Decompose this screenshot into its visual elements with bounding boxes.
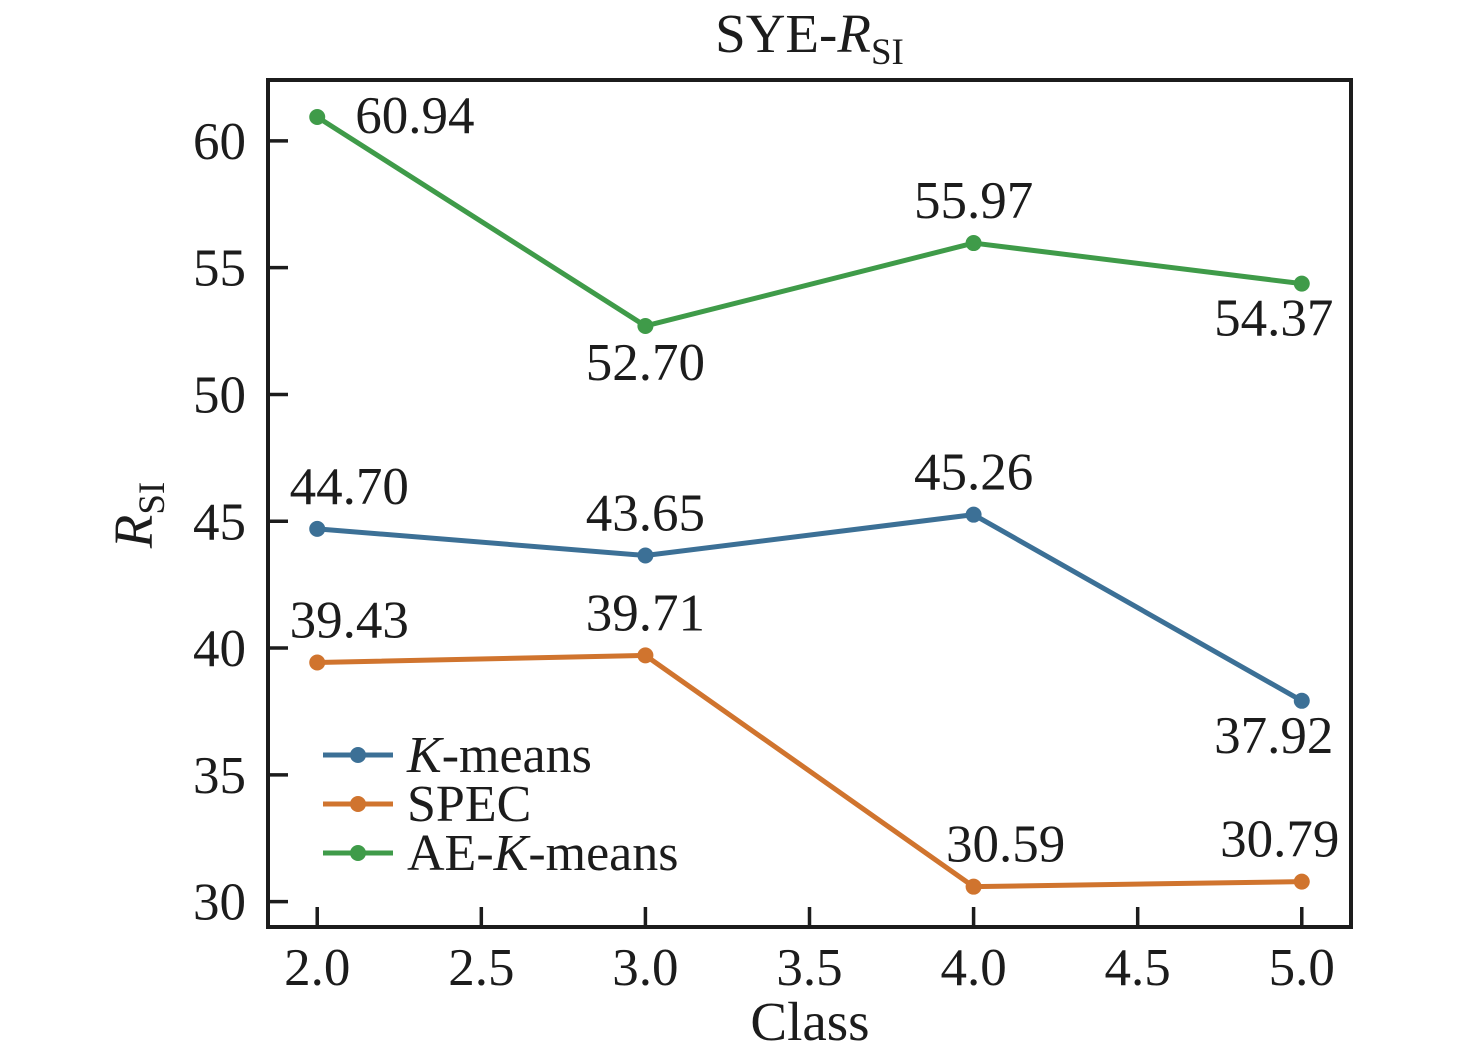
data-point-label: 55.97 — [914, 172, 1033, 230]
y-axis-title: RSI — [103, 482, 173, 550]
y-tick-label: 45 — [193, 493, 246, 551]
data-point-marker — [309, 520, 326, 537]
legend-label: K-means — [406, 727, 592, 784]
x-tick-label: 2.5 — [448, 939, 514, 997]
data-point-marker — [965, 235, 982, 252]
x-tick-label: 4.5 — [1105, 939, 1171, 997]
x-tick-label: 2.0 — [284, 939, 350, 997]
data-point-label: 45.26 — [914, 444, 1033, 502]
data-point-label: 52.70 — [586, 334, 705, 392]
x-tick-label: 5.0 — [1269, 939, 1335, 997]
series-line-k-means — [314, 512, 1305, 704]
x-axis-title: Class — [750, 991, 869, 1052]
legend-item-ae-k-means: AE-K-means — [323, 825, 679, 882]
data-point-label: 54.37 — [1214, 290, 1333, 348]
legend-item-k-means: K-means — [323, 727, 592, 784]
data-point-label: 39.71 — [586, 584, 705, 642]
y-tick-label: 50 — [193, 366, 246, 424]
data-point-marker — [965, 506, 982, 523]
data-point-label: 37.92 — [1214, 707, 1333, 765]
y-tick-label: 55 — [193, 240, 246, 298]
x-tick-label: 4.0 — [940, 939, 1006, 997]
y-tick-label: 30 — [193, 874, 246, 932]
legend-swatch-marker — [350, 747, 366, 763]
data-point-marker — [637, 647, 654, 664]
series-spec: 39.43 39.71 30.59 30.79 — [290, 584, 1339, 895]
x-tick-label: 3.0 — [612, 939, 678, 997]
chart-title: SYE-RSI — [715, 3, 904, 73]
data-point-marker — [309, 654, 326, 671]
series-line-spec — [314, 652, 1305, 890]
y-tick-label: 60 — [193, 113, 246, 171]
data-point-label: 43.65 — [586, 484, 705, 542]
data-point-label: 30.79 — [1220, 811, 1339, 869]
legend-label: SPEC — [407, 776, 531, 833]
data-point-marker — [309, 109, 326, 126]
y-tick-label: 40 — [193, 620, 246, 678]
data-point-label: 30.59 — [946, 816, 1065, 874]
data-point-marker — [1293, 873, 1310, 890]
data-point-marker — [965, 878, 982, 895]
data-point-marker — [1293, 275, 1310, 292]
data-point-label: 39.43 — [290, 592, 409, 650]
data-point-label: 60.94 — [355, 87, 474, 145]
series-ae-k-means: 60.94 52.70 55.97 54.37 — [309, 87, 1333, 392]
legend-label: AE-K-means — [407, 825, 679, 882]
data-point-label: 44.70 — [290, 458, 409, 516]
data-point-marker — [637, 317, 654, 334]
legend-swatch-marker — [350, 796, 366, 812]
series-k-means: 44.70 43.65 45.26 37.92 — [290, 444, 1334, 765]
legend-item-spec: SPEC — [323, 776, 531, 833]
series-line-ae-k-means — [314, 114, 1305, 329]
legend-swatch-marker — [350, 845, 366, 861]
y-tick-label: 35 — [193, 747, 246, 805]
x-tick-label: 3.5 — [776, 939, 842, 997]
data-point-marker — [637, 547, 654, 564]
data-point-marker — [1293, 692, 1310, 709]
